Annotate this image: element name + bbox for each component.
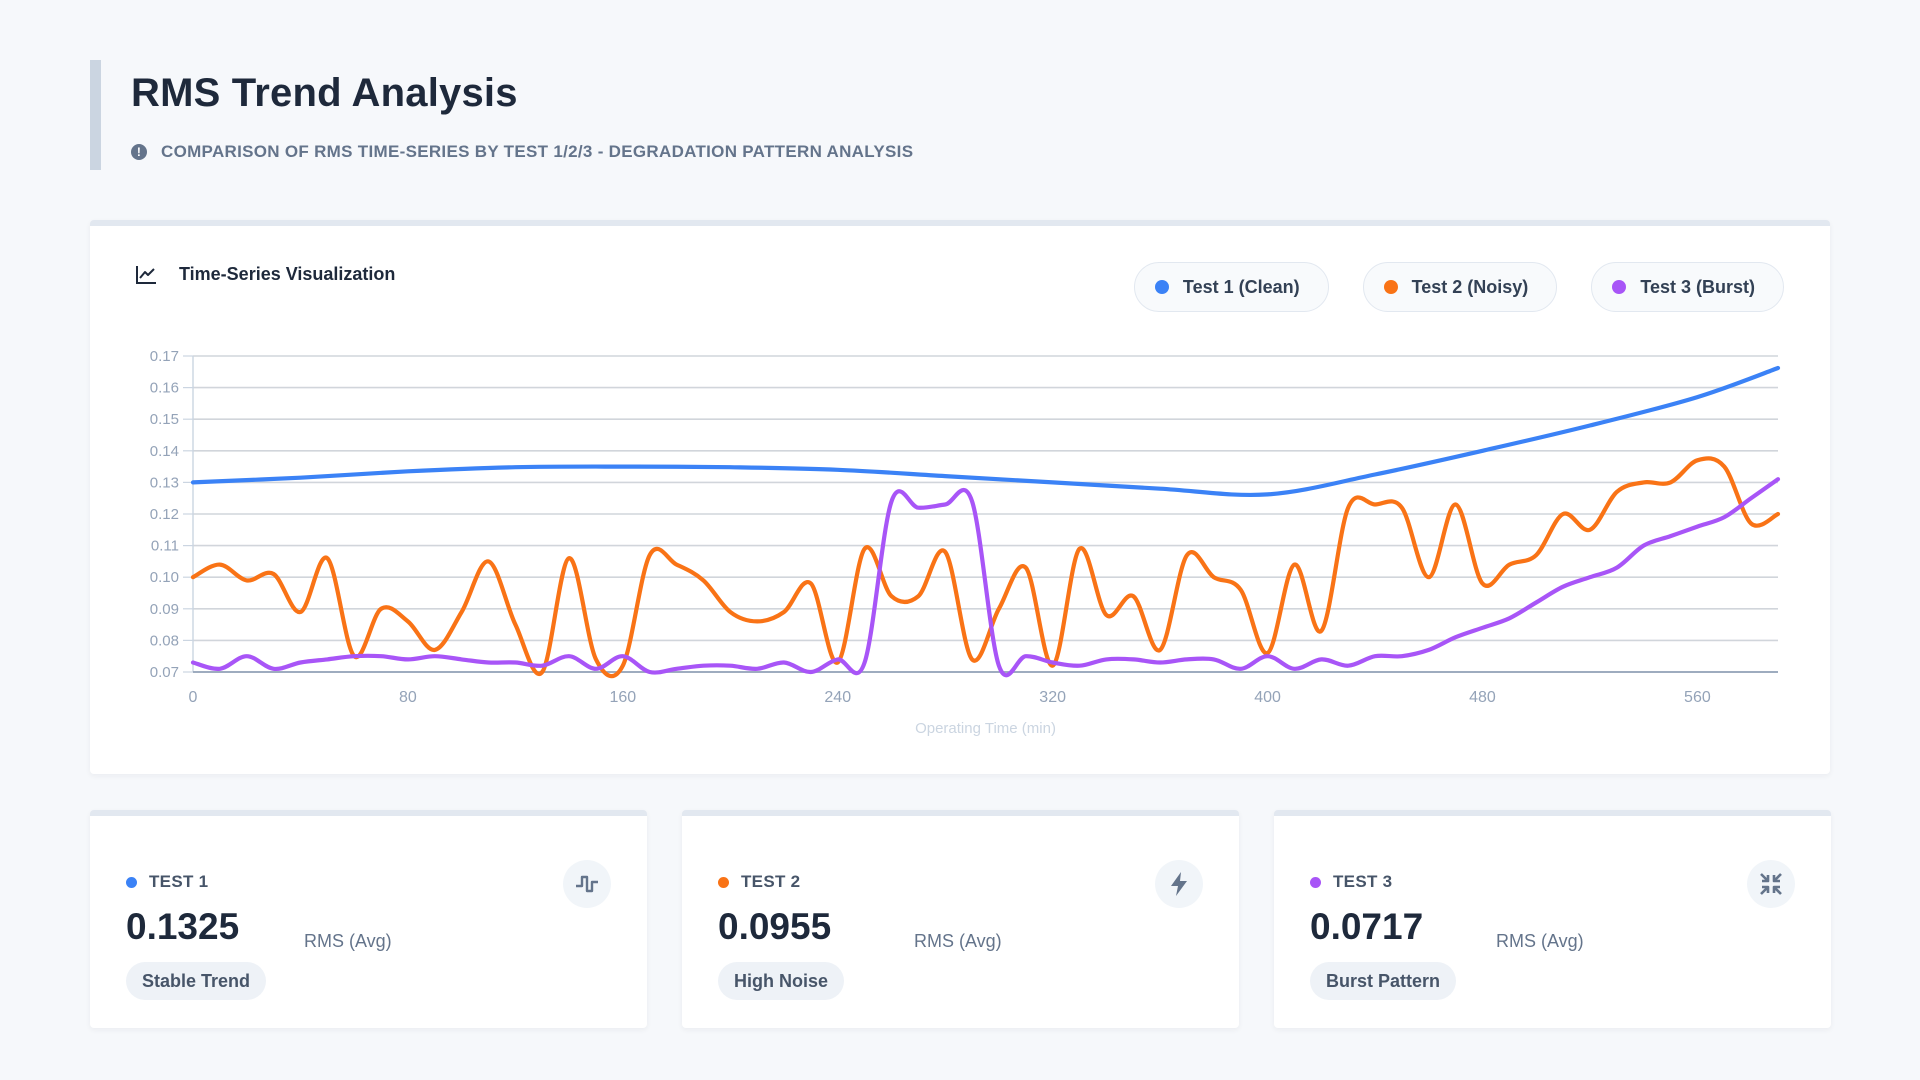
page-header: RMS Trend Analysis ! COMPARISON OF RMS T… — [90, 60, 1830, 170]
stat-value: 0.0717 — [1310, 906, 1424, 947]
series-line-test2 — [190, 456, 1781, 679]
legend-label: Test 3 (Burst) — [1640, 276, 1755, 297]
rms-line-chart: 0.07 0.08 0.09 0.10 0.11 0.12 0.13 0.14 0.15 0.16… — [150, 348, 1781, 737]
x-tick-label: 160 — [609, 689, 636, 706]
series-line-test3 — [190, 477, 1781, 678]
stat-badge: High Noise — [718, 962, 845, 1000]
y-tick-label: 0.16 — [150, 380, 179, 397]
y-tick-label: 0.07 — [150, 664, 179, 681]
legend-dot — [1383, 280, 1398, 294]
stat-label-text: TEST 2 — [741, 872, 801, 891]
y-tick-label: 0.09 — [150, 601, 179, 618]
stat-label: TEST 2 — [718, 872, 800, 892]
stat-dot — [1310, 876, 1321, 888]
y-tick-label: 0.10 — [150, 569, 179, 586]
stat-card-test1: TEST 1 0.1325 RMS (Avg) Stable Trend — [90, 810, 647, 1028]
stat-label: TEST 1 — [126, 872, 208, 892]
page-title: RMS Trend Analysis — [131, 71, 518, 115]
subtitle-text: COMPARISON OF RMS TIME-SERIES BY TEST 1/… — [161, 142, 914, 161]
stat-value: 0.1325 — [126, 906, 240, 947]
x-tick-label: 0 — [189, 689, 198, 706]
x-axis-label: Operating Time (min) — [915, 720, 1056, 737]
x-tick-label: 400 — [1254, 689, 1281, 706]
compress-icon — [1747, 860, 1795, 908]
y-tick-label: 0.15 — [150, 411, 179, 428]
y-tick-label: 0.11 — [151, 538, 179, 555]
stat-label-text: TEST 3 — [1333, 872, 1393, 891]
stat-card-test2: TEST 2 0.0955 RMS (Avg) High Noise — [682, 810, 1239, 1028]
chart-card: 0.07 0.08 0.09 0.10 0.11 0.12 0.13 0.14 0.15 0.16… — [90, 220, 1830, 774]
y-tick-label: 0.17 — [150, 348, 179, 365]
stat-unit: RMS (Avg) — [914, 931, 1002, 951]
y-tick-label: 0.12 — [150, 506, 179, 523]
legend-label: Test 1 (Clean) — [1182, 276, 1300, 297]
x-tick-label: 560 — [1684, 689, 1711, 706]
stat-label: TEST 3 — [1310, 872, 1392, 892]
stat-label-text: TEST 1 — [149, 872, 209, 891]
stat-card-test3: TEST 3 0.0717 RMS (Avg) Burst Pattern — [1274, 810, 1831, 1028]
legend-dot — [1612, 280, 1627, 294]
stat-dot — [718, 876, 729, 888]
legend-dot — [1154, 280, 1169, 294]
info-icon: ! — [131, 144, 147, 160]
x-tick-label: 80 — [399, 689, 417, 706]
legend-item-test3[interactable]: Test 3 (Burst) — [1591, 262, 1784, 312]
x-tick-label: 480 — [1469, 689, 1496, 706]
stat-unit: RMS (Avg) — [1496, 931, 1584, 951]
legend-label: Test 2 (Noisy) — [1411, 276, 1529, 297]
chart-panel-title: Time-Series Visualization — [179, 264, 396, 284]
x-tick-label: 240 — [824, 689, 851, 706]
chart-legend: Test 1 (Clean) Test 2 (Noisy) Test 3 (Bu… — [1133, 262, 1784, 312]
line-chart-icon — [136, 265, 156, 284]
legend-item-test2[interactable]: Test 2 (Noisy) — [1362, 262, 1558, 312]
stat-badge: Stable Trend — [126, 962, 267, 1000]
stat-dot — [126, 876, 137, 888]
stat-value: 0.0955 — [718, 906, 832, 947]
series-line-test1 — [190, 365, 1781, 498]
lightning-icon — [1155, 860, 1203, 908]
x-tick-label: 320 — [1039, 689, 1066, 706]
chart-panel-header: Time-Series Visualization — [135, 264, 395, 285]
step-wave-icon — [563, 860, 611, 908]
page-subtitle: ! COMPARISON OF RMS TIME-SERIES BY TEST … — [131, 142, 1830, 162]
y-tick-label: 0.14 — [150, 443, 179, 460]
stat-badge: Burst Pattern — [1310, 962, 1457, 1000]
y-tick-label: 0.13 — [150, 474, 179, 491]
legend-item-test1[interactable]: Test 1 (Clean) — [1133, 262, 1329, 312]
y-tick-label: 0.08 — [150, 632, 179, 649]
stat-unit: RMS (Avg) — [304, 931, 392, 951]
